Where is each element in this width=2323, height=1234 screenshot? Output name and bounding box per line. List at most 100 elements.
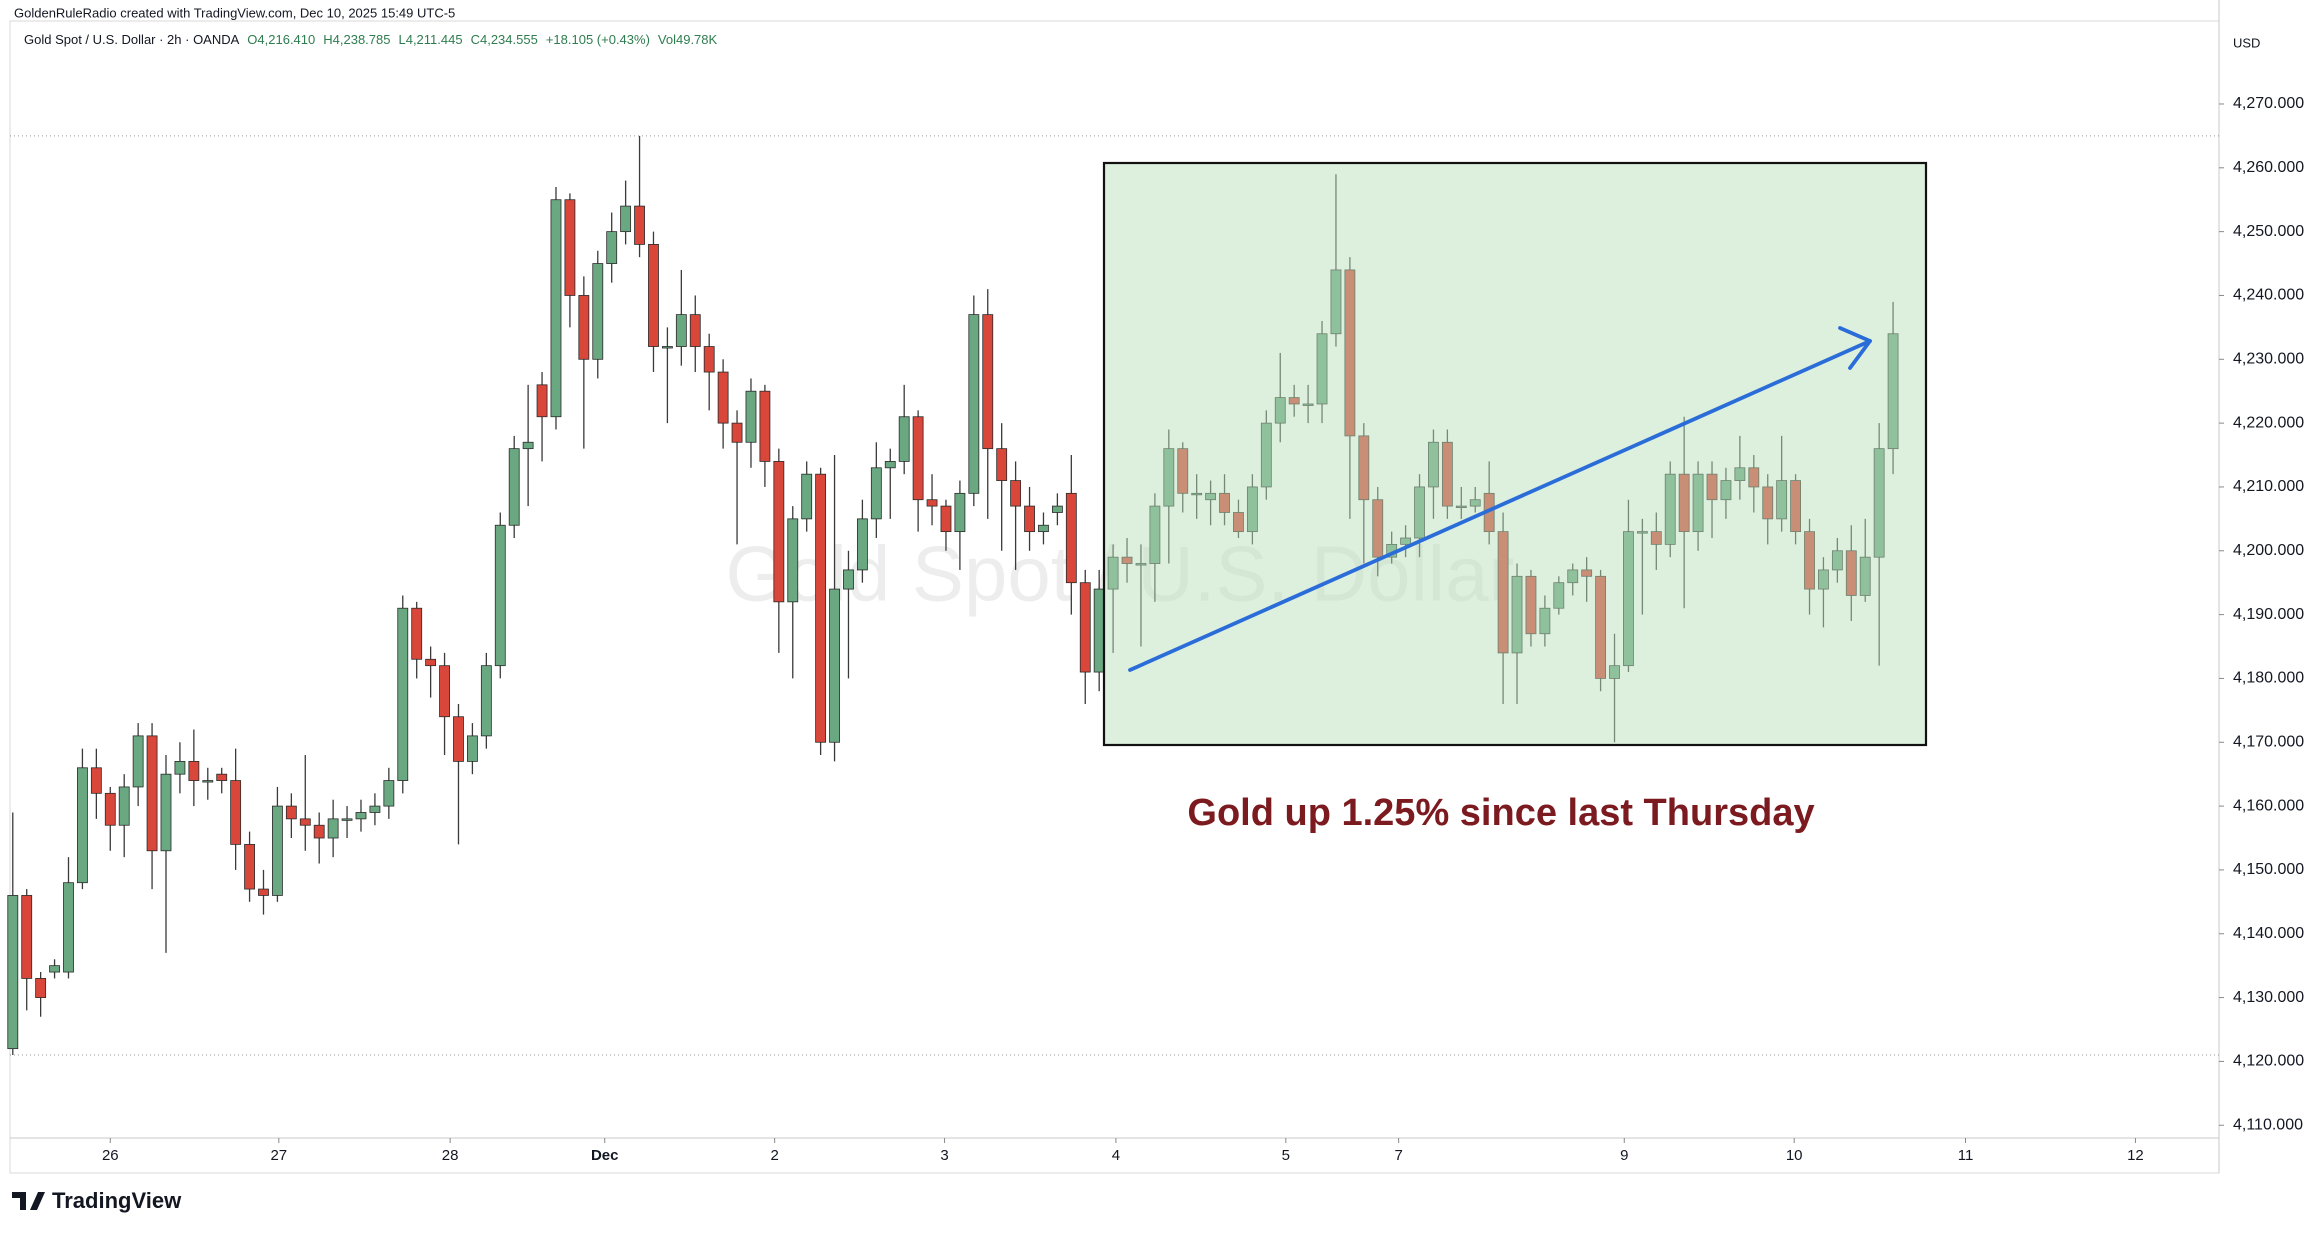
candle-body <box>898 416 910 462</box>
quote: +18.105 (+0.43%) <box>546 32 650 47</box>
candle-body <box>982 314 994 450</box>
candle-body <box>661 346 673 349</box>
candle-body <box>856 518 868 571</box>
candle-body <box>912 416 924 501</box>
quote: C4,234.555 <box>471 32 538 47</box>
volume: Vol49.78K <box>658 32 718 47</box>
candle-body <box>759 390 771 462</box>
quote: H4,238.785 <box>323 32 390 47</box>
candle-body <box>1441 441 1453 507</box>
header: GoldenRuleRadio created with TradingView… <box>14 5 455 20</box>
candle-body <box>1260 422 1272 488</box>
y-tick-label: 4,230.000 <box>2233 351 2304 368</box>
candle-body <box>745 390 757 443</box>
candle-body <box>1720 480 1732 501</box>
candle-body <box>1818 569 1829 590</box>
y-tick-label: 4,200.000 <box>2233 542 2304 559</box>
candle-body <box>675 314 687 347</box>
y-tick-label: 4,210.000 <box>2233 478 2304 495</box>
x-tick-label: 28 <box>442 1147 459 1164</box>
candle-body <box>313 824 325 839</box>
candle-body <box>592 263 604 360</box>
candle-body <box>1511 575 1523 654</box>
candle-body <box>1135 563 1147 566</box>
candle-body <box>1107 556 1119 590</box>
y-tick-label: 4,250.000 <box>2233 223 2304 240</box>
candle-body <box>1497 531 1509 654</box>
candle-body <box>1804 531 1815 590</box>
x-tick-label: 5 <box>1282 1147 1290 1164</box>
candle-body <box>968 314 980 494</box>
candle-body <box>1121 556 1133 564</box>
candle-body <box>1191 492 1203 496</box>
candle-body <box>369 805 381 813</box>
candle-body <box>1330 269 1342 335</box>
y-tick-label: 4,150.000 <box>2233 861 2304 878</box>
quote: O4,216.410 <box>247 32 315 47</box>
candle-body <box>202 780 214 783</box>
candle-body <box>689 314 701 347</box>
candle-body <box>1678 473 1690 533</box>
candle-body <box>453 716 464 762</box>
candle-body <box>1093 588 1105 673</box>
candle-body <box>731 422 743 443</box>
candle-body <box>1859 556 1871 596</box>
candle-body <box>1650 531 1662 545</box>
highlight-box <box>1102 161 1928 747</box>
candle-body <box>703 346 715 373</box>
candle-body <box>1010 480 1022 507</box>
candle-body <box>1065 492 1077 584</box>
legend: Gold Spot / U.S. Dollar · 2h · OANDA O4,2… <box>24 32 718 47</box>
candle-body <box>648 243 659 347</box>
candle-body <box>1762 486 1774 520</box>
candle-body <box>244 843 255 890</box>
candle-body <box>717 371 729 424</box>
candle-body <box>1288 397 1300 405</box>
candle-body <box>1246 486 1258 533</box>
candle-body <box>258 888 269 896</box>
currency: USD <box>2233 35 2260 50</box>
candle-body <box>1219 492 1230 513</box>
candle-body <box>829 588 840 743</box>
candle-body <box>1887 333 1899 450</box>
candle-body <box>1623 531 1634 667</box>
candle-body <box>1595 575 1607 679</box>
x-tick-label: 7 <box>1394 1147 1402 1164</box>
candle-body <box>1525 575 1537 635</box>
candle-body <box>272 805 283 896</box>
candle-body <box>327 818 339 839</box>
y-tick-label: 4,140.000 <box>2233 925 2304 942</box>
candle-body <box>1400 537 1412 545</box>
candle-body <box>550 199 562 418</box>
x-tick-label: 10 <box>1786 1147 1803 1164</box>
candle-body <box>1038 524 1049 533</box>
candle-body <box>1831 550 1843 571</box>
candle-body <box>620 205 632 233</box>
candle-body <box>21 895 33 979</box>
x-tick-label: 11 <box>1958 1147 1974 1164</box>
candle-body <box>1428 441 1439 488</box>
candle-body <box>425 658 437 667</box>
candle-body <box>1581 569 1593 577</box>
candle-body <box>118 786 130 826</box>
candle-body <box>1553 582 1565 609</box>
candle-body <box>1372 499 1384 558</box>
candle-body <box>104 792 116 826</box>
candle-body <box>439 665 450 718</box>
x-tick-label: 26 <box>102 1147 119 1164</box>
symbol: Gold Spot / U.S. Dollar · 2h · OANDA <box>24 32 240 47</box>
y-tick-label: 4,120.000 <box>2233 1053 2304 1070</box>
candle-body <box>1177 448 1189 494</box>
y-tick-label: 4,110.000 <box>2233 1116 2303 1133</box>
candle-body <box>1302 403 1314 406</box>
y-tick-label: 4,160.000 <box>2233 797 2304 814</box>
candle-body <box>7 895 19 1050</box>
candle-body <box>508 448 520 526</box>
candle-body <box>355 812 367 820</box>
candle-body <box>815 473 827 743</box>
candle-body <box>480 665 492 737</box>
candle-body <box>787 518 799 603</box>
candle-body <box>1469 499 1481 507</box>
candle-body <box>63 882 74 973</box>
